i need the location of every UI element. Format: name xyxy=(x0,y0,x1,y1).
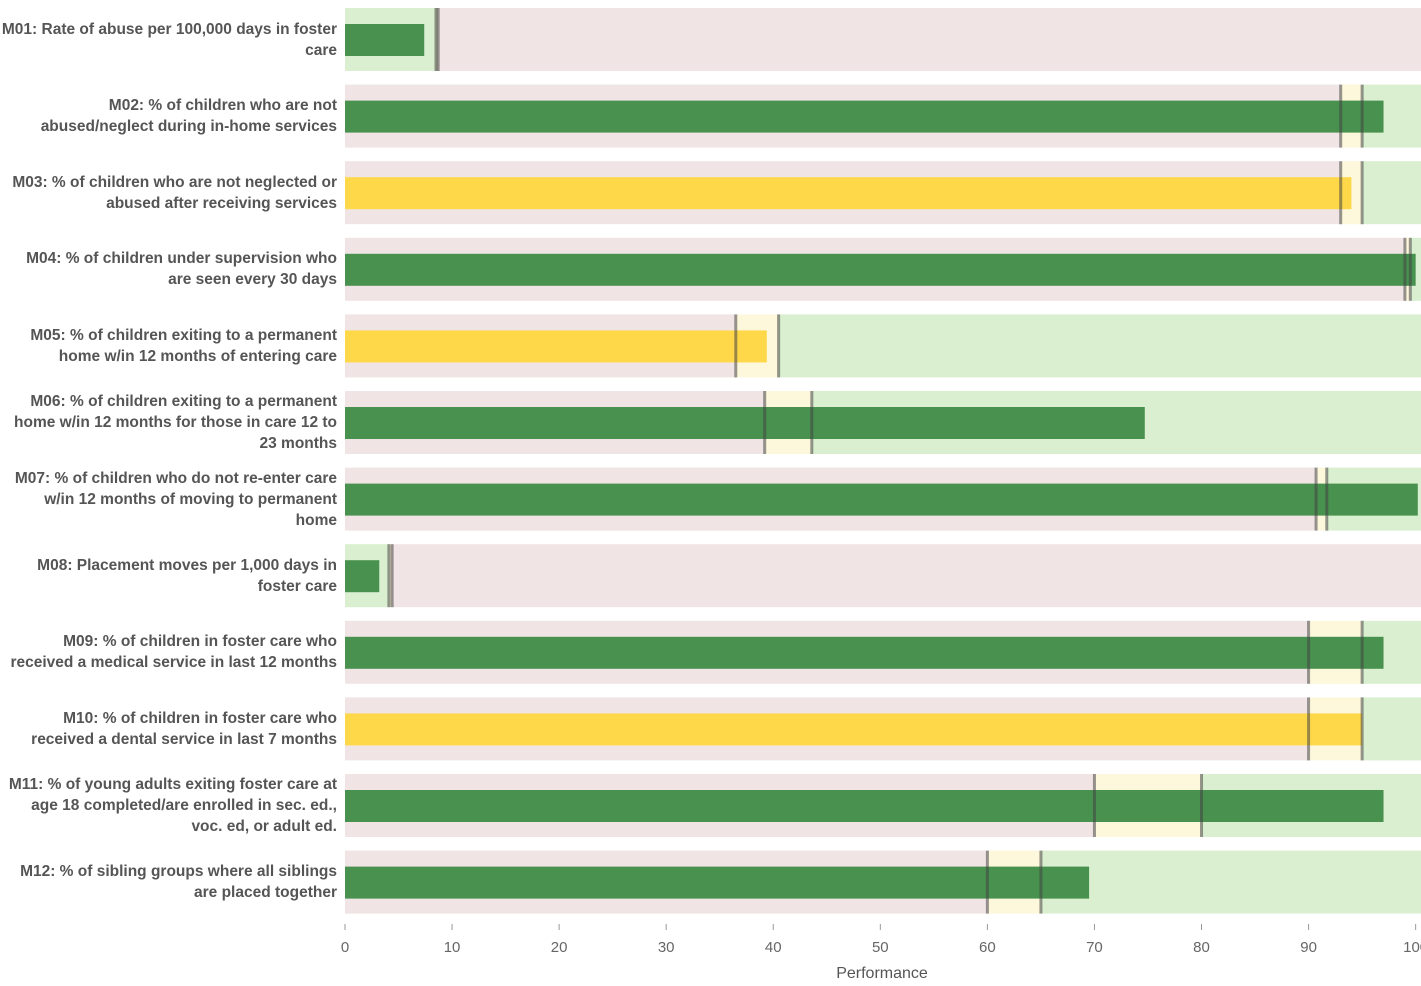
threshold-marker xyxy=(390,544,394,608)
measure-row xyxy=(345,314,1421,378)
measure-row xyxy=(345,620,1421,684)
x-tick-label: 70 xyxy=(1086,939,1103,956)
x-axis: 0 10 20 30 40 50 60 70 80 90 100 xyxy=(341,924,1421,956)
band-yellow xyxy=(388,544,393,608)
threshold-marker xyxy=(810,391,814,454)
threshold-marker xyxy=(1360,620,1364,684)
value-bar xyxy=(345,866,1090,899)
band-green xyxy=(1362,697,1421,761)
band-green xyxy=(778,314,1421,378)
threshold-marker xyxy=(1039,850,1043,914)
measure-label: M10: % of children in foster care who re… xyxy=(31,709,337,748)
value-bar xyxy=(345,483,1418,516)
x-tick-label: 30 xyxy=(658,939,675,956)
threshold-marker xyxy=(1325,467,1329,531)
measure-row xyxy=(345,391,1421,454)
threshold-marker xyxy=(985,850,989,914)
threshold-marker xyxy=(1307,620,1311,684)
threshold-marker xyxy=(1339,161,1343,225)
x-tick-label: 20 xyxy=(551,939,568,956)
x-tick-label: 0 xyxy=(341,939,349,956)
x-tick-label: 10 xyxy=(444,939,461,956)
measure-row xyxy=(345,161,1421,225)
threshold-marker xyxy=(1314,467,1318,531)
measure-label: M06: % of children exiting to a permanen… xyxy=(14,393,337,452)
threshold-marker xyxy=(1307,697,1311,761)
value-bar xyxy=(345,407,1145,439)
value-bar xyxy=(345,330,767,363)
value-bar xyxy=(345,790,1384,822)
measure-label: M07: % of children who do not re-enter c… xyxy=(14,469,337,529)
measure-label: M05: % of children exiting to a permanen… xyxy=(30,326,337,365)
threshold-marker xyxy=(777,314,781,378)
measure-rows xyxy=(345,8,1421,914)
measure-label: M09: % of children in foster care who re… xyxy=(10,633,337,672)
measure-label: M11: % of young adults exiting foster ca… xyxy=(8,776,337,835)
value-bar xyxy=(345,636,1384,669)
measure-row xyxy=(345,774,1421,837)
value-bar xyxy=(345,253,1416,286)
measure-label: M01: Rate of abuse per 100,000 days in f… xyxy=(1,20,337,59)
measure-row xyxy=(345,237,1421,301)
x-tick-label: 80 xyxy=(1193,939,1210,956)
measure-label: M12: % of sibling groups where all sibli… xyxy=(20,863,337,902)
measure-row xyxy=(345,8,1421,71)
threshold-marker xyxy=(1092,774,1096,837)
value-bar xyxy=(345,713,1363,746)
threshold-marker xyxy=(763,391,767,454)
measure-label: M02: % of children who are not abused/ne… xyxy=(40,97,337,136)
threshold-marker xyxy=(1403,237,1407,301)
measure-row xyxy=(345,544,1421,608)
measure-row xyxy=(345,697,1421,761)
band-green xyxy=(1362,161,1421,225)
x-tick-label: 40 xyxy=(765,939,782,956)
threshold-marker xyxy=(734,314,738,378)
value-bar xyxy=(345,24,425,56)
band-red xyxy=(392,544,1421,608)
threshold-marker xyxy=(387,544,391,608)
value-bar xyxy=(345,560,380,593)
measure-row xyxy=(345,84,1421,148)
threshold-marker xyxy=(1360,161,1364,225)
measure-row xyxy=(345,467,1421,531)
threshold-marker xyxy=(434,8,438,71)
band-green xyxy=(1040,850,1421,914)
threshold-marker xyxy=(436,8,440,71)
x-tick-label: 90 xyxy=(1300,939,1317,956)
threshold-marker xyxy=(1360,84,1364,148)
measure-label: M03: % of children who are not neglected… xyxy=(12,173,337,212)
threshold-marker xyxy=(1339,84,1343,148)
threshold-marker xyxy=(1408,237,1412,301)
threshold-marker xyxy=(1360,697,1364,761)
band-red xyxy=(438,8,1421,71)
x-tick-label: 50 xyxy=(872,939,889,956)
measure-label: M04: % of children under supervision who… xyxy=(26,250,337,289)
measure-row xyxy=(345,850,1421,914)
value-bar xyxy=(345,100,1384,133)
value-bar xyxy=(345,177,1352,210)
x-axis-title: Performance xyxy=(836,965,928,981)
x-tick-label: 100 xyxy=(1403,939,1421,956)
x-tick-label: 60 xyxy=(979,939,996,956)
threshold-marker xyxy=(1200,774,1204,837)
measure-label: M08: Placement moves per 1,000 days in f… xyxy=(37,556,337,595)
